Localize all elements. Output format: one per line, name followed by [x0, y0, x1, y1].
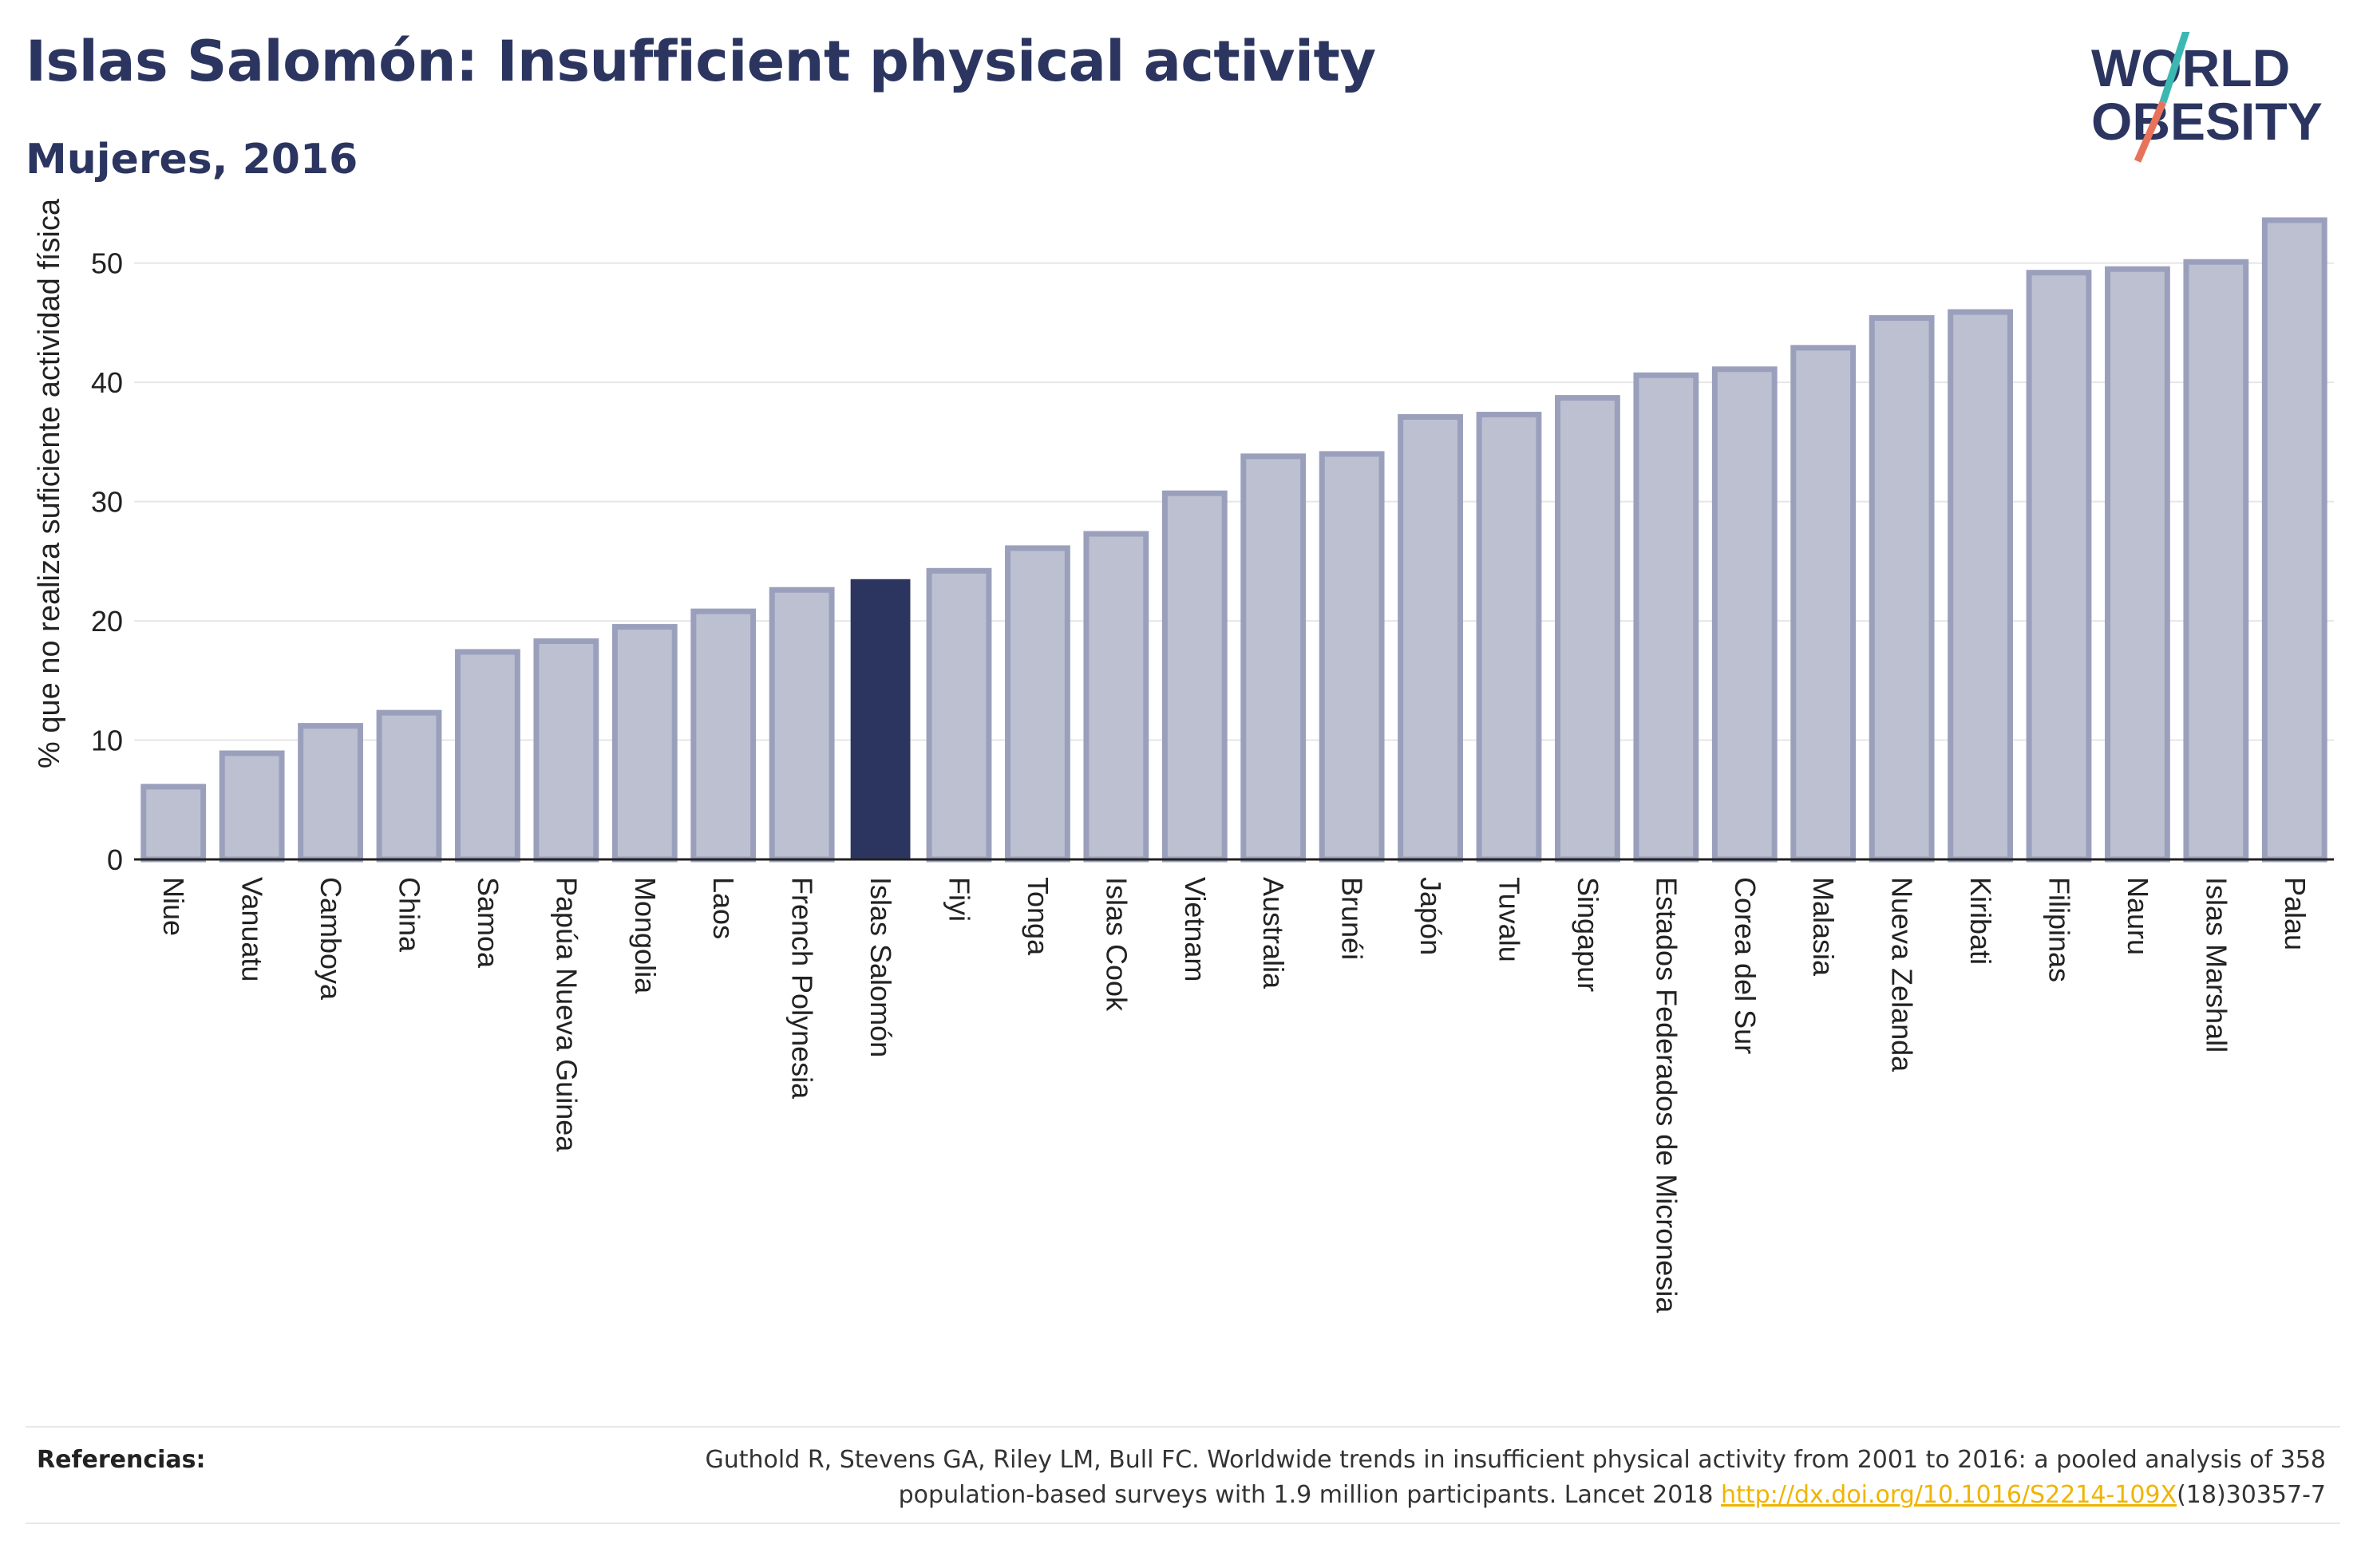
x-tick-label-fiyi: Fiyi [943, 877, 976, 922]
bar-palau [2261, 217, 2327, 863]
bar-papua-nueva-guinea [533, 638, 599, 863]
x-tick-label-brunei: Brunéi [1336, 877, 1369, 960]
x-tick-label-malasia: Malasia [1807, 877, 1840, 977]
bar-chart: 0 10 20 30 40 50 Niue Vanuatu Camboya China Samoa P… [33, 198, 2334, 1313]
x-tick-label-tonga: Tonga [1022, 877, 1054, 956]
bar-french-polynesia [769, 587, 835, 863]
bar-china [376, 709, 442, 863]
bar-filipinas [2026, 270, 2092, 863]
bar-nueva-zelanda [1869, 314, 1935, 863]
bar-tuvalu [1476, 412, 1542, 863]
bar-vanuatu [219, 750, 285, 863]
bar-australia [1240, 453, 1307, 863]
x-tick-label-laos: Laos [707, 877, 740, 939]
x-tick-label-nauru: Nauru [2122, 877, 2154, 955]
x-tick-label-french-polynesia: French Polynesia [786, 877, 819, 1100]
bar-singapur [1555, 395, 1620, 863]
y-tick-label-20: 20 [91, 605, 123, 638]
x-tick-label-nueva-zelanda: Nueva Zelanda [1886, 877, 1919, 1072]
x-tick-label-corea-del-sur: Corea del Sur [1729, 877, 1762, 1054]
bar-islas-cook [1083, 531, 1149, 863]
x-tick-label-japon: Japón [1414, 877, 1447, 955]
logo-word-obesity: OBESITY [2091, 92, 2323, 151]
bar-islas-salomon [850, 579, 911, 859]
chart-subtitle: Mujeres, 2016 [26, 136, 358, 184]
x-tick-label-vanuatu: Vanuatu [236, 877, 269, 981]
bar-tonga [1005, 545, 1070, 863]
references-label: Referencias: [37, 1446, 206, 1474]
bar-vietnam [1161, 490, 1228, 863]
footer-divider-top [26, 1426, 2340, 1428]
x-tick-label-samoa: Samoa [472, 877, 504, 969]
logo-slash-top [2159, 27, 2191, 104]
y-axis-label: % que no realiza suficiente actividad fí… [33, 198, 66, 768]
bar-camboya [298, 723, 363, 863]
y-tick-label-40: 40 [91, 366, 123, 399]
x-tick-label-islas-marshall: Islas Marshall [2200, 877, 2232, 1053]
x-tick-label-kiribati: Kiribati [1964, 877, 1997, 965]
reference-line-2-end: (18)30357-7 [2177, 1481, 2326, 1509]
world-obesity-logo: WORLD OBESITY [2075, 27, 2347, 176]
y-tick-label-30: 30 [91, 486, 123, 519]
bar-fiyi [926, 567, 992, 863]
bar-corea-del-sur [1711, 366, 1778, 863]
bar-brunei [1319, 451, 1385, 863]
reference-text: Guthold R, Stevens GA, Riley LM, Bull FC… [530, 1443, 2326, 1513]
chart-title: Islas Salomón: Insufficient physical act… [26, 29, 1376, 94]
x-tick-label-papua-nueva-guinea: Papúa Nueva Guinea [550, 877, 583, 1152]
bar-malasia [1790, 345, 1857, 863]
reference-line-2-start: population-based surveys with 1.9 millio… [898, 1481, 1722, 1509]
logo-slash-bottom [2134, 101, 2167, 163]
bar-islas-marshall [2183, 259, 2249, 863]
x-tick-label-china: China [394, 877, 426, 953]
x-tick-label-tuvalu: Tuvalu [1493, 877, 1526, 962]
bar-kiribati [1948, 309, 2013, 863]
bar-samoa [455, 649, 520, 863]
x-tick-label-estados-federados-de-micronesia: Estados Federados de Micronesia [1650, 877, 1683, 1313]
bar-mongolia [611, 624, 678, 863]
bar-niue [140, 784, 207, 863]
axis-layer: 0 10 20 30 40 50 Niue Vanuatu Camboya China Samoa P… [91, 247, 2334, 1313]
logo-word-world: WORLD [2091, 38, 2290, 97]
footer-divider-bottom [26, 1523, 2340, 1524]
y-tick-label-50: 50 [91, 247, 123, 280]
bars-layer [140, 217, 2327, 863]
y-tick-label-0: 0 [107, 843, 123, 876]
bar-estados-federados-de-micronesia [1633, 372, 1699, 863]
reference-line-1: Guthold R, Stevens GA, Riley LM, Bull FC… [705, 1446, 2326, 1474]
x-tick-label-singapur: Singapur [1572, 877, 1604, 992]
x-tick-label-mongolia: Mongolia [629, 877, 662, 994]
x-tick-label-australia: Australia [1257, 877, 1290, 989]
y-tick-label-10: 10 [91, 725, 123, 757]
bar-nauru [2105, 266, 2170, 863]
doi-link[interactable]: http://dx.doi.org/10.1016/S2214-109X [1721, 1481, 2177, 1509]
x-tick-label-niue: Niue [157, 877, 190, 936]
x-tick-label-camboya: Camboya [314, 877, 347, 1001]
x-tick-label-filipinas: Filipinas [2043, 877, 2076, 982]
x-tick-label-islas-salomon: Islas Salomón [864, 877, 897, 1057]
reference-line-2: population-based surveys with 1.9 millio… [530, 1478, 2326, 1513]
bar-laos [690, 608, 757, 863]
x-tick-label-islas-cook: Islas Cook [1100, 877, 1133, 1012]
x-tick-label-palau: Palau [2279, 877, 2312, 950]
bar-japon [1398, 414, 1463, 863]
x-tick-label-vietnam: Vietnam [1179, 877, 1212, 981]
